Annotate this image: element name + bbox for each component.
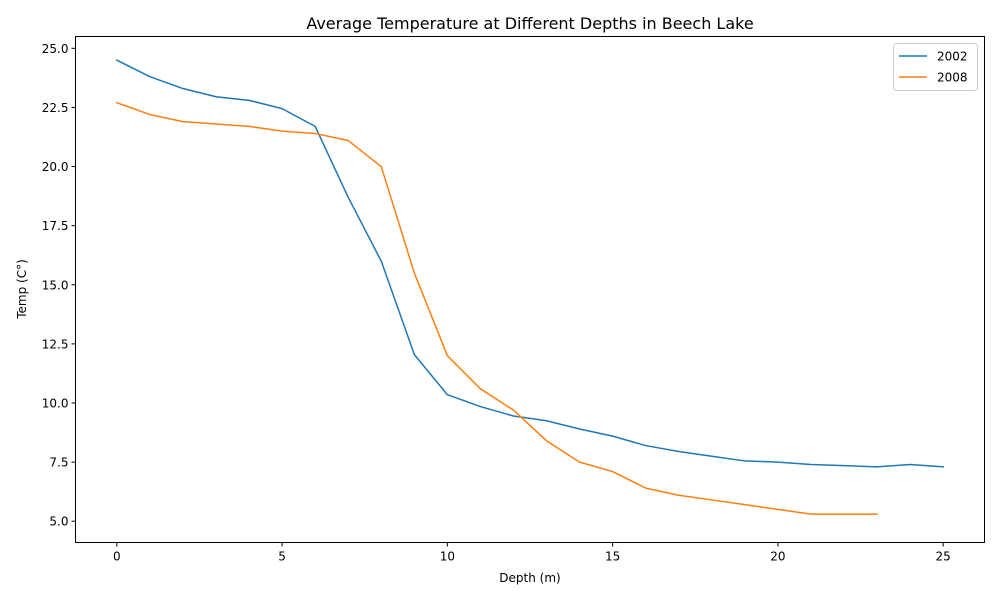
y-tick-label: 5.0 — [49, 515, 68, 529]
x-axis: 0 5 10 15 20 25 — [113, 542, 951, 564]
series-line-2008 — [115, 101, 878, 515]
y-axis: 5.0 7.5 10.0 12.5 15.0 17.5 20.0 22.5 25.0 — [42, 42, 76, 529]
x-axis-label: Depth (m) — [499, 571, 560, 585]
chart-title: Average Temperature at Different Depths … — [306, 14, 753, 33]
x-tick-label: 25 — [936, 550, 951, 564]
y-tick-label: 10.0 — [42, 396, 69, 410]
series-line-2002 — [115, 59, 944, 468]
x-tick-label: 15 — [605, 550, 620, 564]
legend: 2002 2008 — [893, 43, 978, 91]
y-axis-label: Temp (C°) — [15, 259, 29, 320]
plot-area: 0 5 10 15 20 25 5.0 7.5 10.0 12.5 15.0 17.5 20.0 22.… — [42, 36, 985, 564]
y-tick-label: 15.0 — [42, 278, 69, 292]
y-tick-label: 12.5 — [42, 337, 69, 351]
legend-label-2002: 2002 — [937, 50, 968, 64]
x-tick-label: 0 — [113, 550, 121, 564]
legend-label-2008: 2008 — [937, 71, 968, 85]
x-tick-label: 10 — [440, 550, 455, 564]
x-tick-label: 20 — [770, 550, 785, 564]
y-tick-label: 17.5 — [42, 219, 69, 233]
y-tick-label: 20.0 — [42, 160, 69, 174]
y-tick-label: 7.5 — [49, 456, 68, 470]
x-tick-label: 5 — [278, 550, 286, 564]
y-tick-label: 22.5 — [42, 101, 69, 115]
series-lines — [115, 59, 944, 515]
plot-frame — [75, 36, 985, 543]
y-tick-label: 25.0 — [42, 42, 69, 56]
